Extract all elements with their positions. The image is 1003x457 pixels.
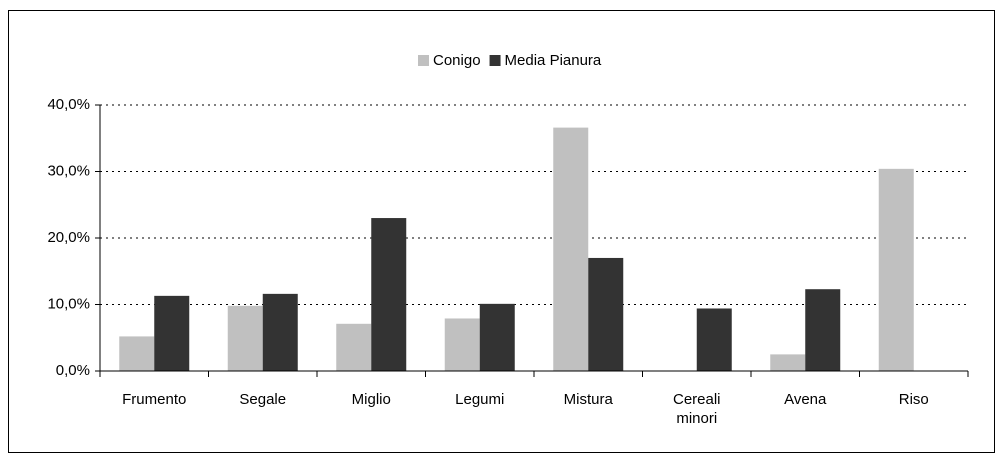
x-tick-label: Miglio bbox=[351, 391, 391, 408]
x-tick-label: Segale bbox=[239, 391, 287, 408]
bar bbox=[262, 293, 298, 371]
bar bbox=[444, 318, 480, 371]
x-tick-label: Riso bbox=[898, 391, 929, 408]
x-tick-label: Frumento bbox=[122, 391, 187, 408]
x-tick-label: Legumi bbox=[455, 391, 505, 408]
bar bbox=[371, 218, 407, 371]
bar bbox=[553, 127, 589, 371]
y-tick-label: 40,0% bbox=[47, 96, 90, 113]
legend-label: Media Pianura bbox=[505, 52, 602, 69]
x-tick-label: Cereali minori bbox=[672, 391, 721, 427]
bar bbox=[696, 308, 732, 371]
bar bbox=[119, 336, 155, 371]
bar bbox=[805, 289, 841, 371]
bar bbox=[227, 305, 263, 371]
legend-swatch bbox=[489, 55, 501, 66]
legend-label: Conigo bbox=[433, 52, 481, 69]
bar bbox=[479, 303, 515, 371]
y-tick-label: 20,0% bbox=[47, 229, 90, 246]
bar bbox=[878, 168, 914, 371]
legend-swatch bbox=[418, 55, 429, 66]
bar bbox=[588, 257, 624, 371]
y-tick-label: 10,0% bbox=[47, 295, 90, 312]
y-tick-label: 30,0% bbox=[47, 162, 90, 179]
bar bbox=[770, 354, 806, 371]
bar bbox=[336, 323, 372, 371]
x-tick-label: Avena bbox=[784, 391, 827, 408]
x-tick-label: Mistura bbox=[563, 391, 613, 408]
y-tick-label: 0,0% bbox=[56, 362, 90, 379]
chart-frame bbox=[8, 10, 995, 453]
bar bbox=[154, 295, 190, 371]
